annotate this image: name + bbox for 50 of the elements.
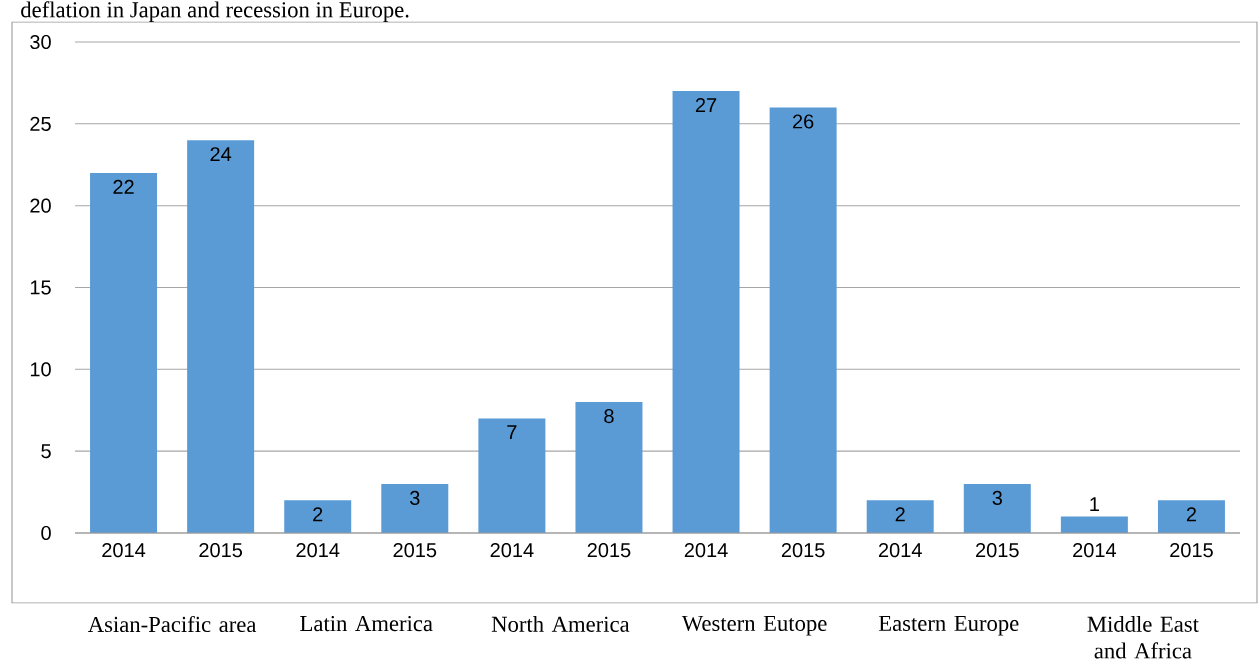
data-label: 8 bbox=[604, 408, 614, 424]
bar bbox=[672, 91, 740, 533]
bar bbox=[90, 172, 158, 533]
data-label: 2 bbox=[895, 507, 905, 522]
text: Western Eutope bbox=[681, 615, 827, 636]
x-tick-label: 2014 bbox=[878, 543, 922, 558]
y-tick-label: 0 bbox=[41, 525, 51, 541]
data-label: 22 bbox=[113, 179, 134, 194]
y-tick-label: 5 bbox=[41, 444, 51, 459]
bar bbox=[1060, 516, 1128, 533]
x-tick-label: 2015 bbox=[781, 543, 825, 558]
data-label: 2 bbox=[1186, 507, 1197, 522]
text: deflation in Japan and recession in Europe. bbox=[21, 1, 409, 23]
x-tick-label: 2014 bbox=[684, 543, 728, 558]
y-tick-label: 10 bbox=[30, 362, 51, 377]
data-label: 7 bbox=[507, 425, 517, 440]
bar bbox=[769, 107, 837, 533]
data-label: 3 bbox=[409, 490, 420, 505]
y-tick-label: 20 bbox=[30, 198, 51, 213]
data-label: 26 bbox=[793, 114, 814, 129]
bar bbox=[187, 140, 255, 533]
bar bbox=[478, 418, 546, 533]
bar bbox=[575, 402, 643, 533]
bar bbox=[866, 500, 934, 533]
text: North America bbox=[491, 615, 630, 632]
text: Asian-Pacific area bbox=[88, 615, 257, 633]
bar bbox=[381, 483, 449, 533]
x-tick-label: 2015 bbox=[587, 543, 631, 558]
x-tick-label: 2014 bbox=[102, 543, 146, 558]
data-label: 2 bbox=[313, 507, 323, 522]
x-tick-label: 2015 bbox=[393, 543, 437, 558]
text: Middle East and Africa bbox=[1087, 615, 1199, 659]
text: Latin America bbox=[300, 615, 433, 632]
y-tick-label: 15 bbox=[30, 280, 51, 295]
x-tick-label: 2015 bbox=[1170, 543, 1213, 558]
data-label: 3 bbox=[992, 490, 1002, 505]
x-tick-label: 2014 bbox=[296, 543, 340, 558]
x-tick-label: 2015 bbox=[976, 543, 1019, 558]
bar bbox=[1157, 500, 1225, 533]
x-tick-label: 2014 bbox=[490, 543, 534, 558]
x-tick-label: 2015 bbox=[199, 543, 243, 558]
y-tick-label: 30 bbox=[30, 34, 51, 50]
data-label: 24 bbox=[210, 147, 232, 162]
bar bbox=[284, 500, 352, 533]
x-tick-label: 2014 bbox=[1073, 543, 1117, 558]
bar bbox=[963, 483, 1031, 533]
text: Eastern Europe bbox=[878, 615, 1019, 636]
data-label: 27 bbox=[695, 98, 717, 112]
y-tick-label: 25 bbox=[30, 116, 51, 131]
data-label: 1 bbox=[1090, 497, 1099, 512]
